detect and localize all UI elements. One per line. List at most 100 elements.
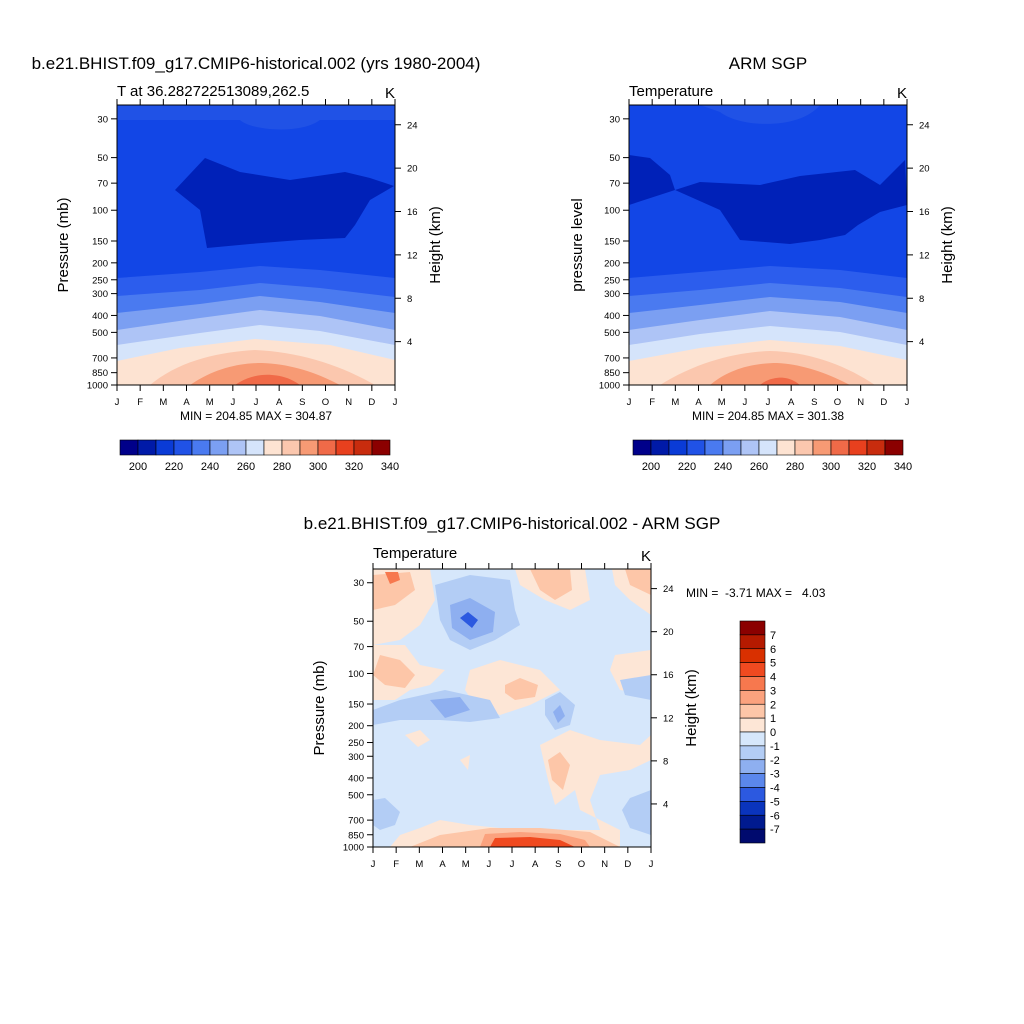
panel1-stats: MIN = 204.85 MAX = 304.87 <box>180 409 332 423</box>
x-tick-label: J <box>115 397 120 408</box>
panel2-stats: MIN = 204.85 MAX = 301.38 <box>692 409 844 423</box>
colorbar-label: 240 <box>714 461 732 473</box>
colorbar-swatch <box>317 439 337 456</box>
y-tick-label: 100 <box>348 669 364 680</box>
y-right-tick-label: 24 <box>663 584 674 595</box>
colorbar-swatch <box>739 634 766 650</box>
colorbar-swatch <box>812 439 832 456</box>
colorbar-label: -3 <box>770 769 780 781</box>
y-tick-label: 700 <box>604 353 620 364</box>
colorbar-swatch <box>137 439 157 456</box>
x-tick-label: D <box>880 397 887 408</box>
x-tick-label: F <box>649 397 655 408</box>
x-tick-label: D <box>368 397 375 408</box>
contour-band <box>175 158 394 248</box>
panel1-subtitle-left: T at 36.282722513089,262.5 <box>117 83 309 100</box>
x-tick-label: J <box>393 397 398 408</box>
y-right-tick-label: 24 <box>919 120 930 131</box>
colorbar-swatch <box>281 439 301 456</box>
y-tick-label: 250 <box>348 738 364 749</box>
y-right-tick-label: 20 <box>407 164 418 175</box>
contour-band <box>625 569 651 595</box>
contour-band <box>548 752 570 790</box>
colorbar-swatch <box>758 439 778 456</box>
colorbar-label: -6 <box>770 810 780 822</box>
y-tick-label: 150 <box>348 700 364 711</box>
colorbar-swatch <box>739 745 766 761</box>
panel1-axes: 30 50 70 100 150 200 250 300 400 500 700 850 1000 24 2… <box>87 99 418 408</box>
x-tick-label: S <box>555 859 561 870</box>
y-tick-label: 500 <box>92 328 108 339</box>
colorbar-label: 280 <box>786 461 804 473</box>
y-tick-label: 300 <box>92 289 108 300</box>
x-tick-label: M <box>206 397 214 408</box>
x-tick-label: F <box>137 397 143 408</box>
colorbar-swatch <box>739 703 766 719</box>
y-tick-label: 30 <box>353 578 364 589</box>
y-right-tick-label: 4 <box>663 799 668 810</box>
panel3-stats: MIN = -3.71 MAX = 4.03 <box>686 586 826 600</box>
colorbar-swatch <box>866 439 886 456</box>
colorbar-swatch <box>722 439 742 456</box>
y-tick-label: 500 <box>348 790 364 801</box>
colorbar-label: 200 <box>642 461 660 473</box>
y-tick-label: 300 <box>348 752 364 763</box>
panel2-contour-field <box>629 105 907 385</box>
x-tick-label: M <box>718 397 726 408</box>
colorbar-label: 3 <box>770 685 776 697</box>
x-tick-label: F <box>393 859 399 870</box>
x-tick-label: A <box>276 397 283 408</box>
x-tick-label: O <box>322 397 329 408</box>
x-tick-label: J <box>766 397 771 408</box>
x-tick-label: M <box>462 859 470 870</box>
x-tick-label: J <box>254 397 259 408</box>
panel3-subtitle-left: Temperature <box>373 545 457 562</box>
colorbar-swatch <box>794 439 814 456</box>
x-tick-label: S <box>811 397 817 408</box>
contour-band <box>700 105 820 124</box>
colorbar-swatch <box>632 439 652 456</box>
y-right-tick-label: 12 <box>407 250 418 261</box>
x-tick-label: N <box>345 397 352 408</box>
x-tick-label: A <box>183 397 190 408</box>
panel2-title: ARM SGP <box>729 54 807 73</box>
x-tick-label: A <box>788 397 795 408</box>
y-right-tick-label: 8 <box>407 294 412 305</box>
y-right-tick-label: 20 <box>919 164 930 175</box>
panel-difference: b.e21.BHIST.f09_g17.CMIP6-historical.002… <box>304 514 826 870</box>
y-tick-label: 150 <box>604 237 620 248</box>
y-tick-label: 400 <box>92 311 108 322</box>
x-tick-label: J <box>905 397 910 408</box>
x-tick-label: J <box>510 859 515 870</box>
y-tick-label: 1000 <box>343 843 364 854</box>
colorbar-swatch <box>739 676 766 691</box>
colorbar-label: 4 <box>770 672 776 684</box>
y-right-tick-label: 16 <box>407 207 418 218</box>
colorbar-label: -4 <box>770 783 780 795</box>
panel3-axes: 30 50 70 100 150 200 250 300 400 500 700 850 1000 24 2… <box>343 563 674 870</box>
colorbar-swatch <box>739 690 766 705</box>
panel1-contour-field <box>117 105 395 385</box>
contour-band <box>530 569 572 600</box>
colorbar-label: 300 <box>822 461 840 473</box>
panel2-ylabel: pressure level <box>569 198 586 291</box>
colorbar-swatch <box>155 439 175 456</box>
y-tick-label: 150 <box>92 237 108 248</box>
contour-band <box>622 790 651 835</box>
y-tick-label: 500 <box>604 328 620 339</box>
colorbar-label: 220 <box>678 461 696 473</box>
y-tick-label: 30 <box>97 114 108 125</box>
contour-band <box>373 798 400 830</box>
y-tick-label: 700 <box>348 816 364 827</box>
panel1-subtitle-right: K <box>385 85 395 102</box>
colorbar-label: 320 <box>858 461 876 473</box>
colorbar-swatch <box>848 439 868 456</box>
colorbar-swatch <box>739 814 766 830</box>
colorbar-swatch <box>686 439 706 456</box>
colorbar-label: 260 <box>750 461 768 473</box>
y-right-tick-label: 24 <box>407 120 418 131</box>
x-tick-label: N <box>601 859 608 870</box>
y-tick-label: 700 <box>92 353 108 364</box>
y-right-tick-label: 16 <box>663 670 674 681</box>
colorbar-swatch <box>668 439 688 456</box>
